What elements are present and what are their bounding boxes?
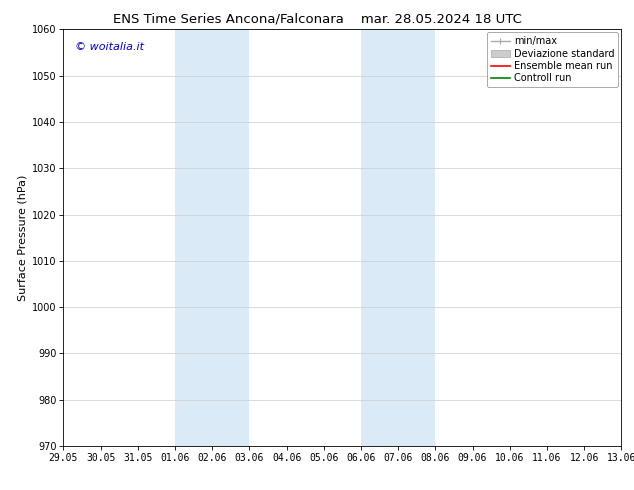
- Text: ENS Time Series Ancona/Falconara    mar. 28.05.2024 18 UTC: ENS Time Series Ancona/Falconara mar. 28…: [113, 12, 521, 25]
- Bar: [175, 29, 249, 446]
- Bar: [361, 29, 436, 446]
- Y-axis label: Surface Pressure (hPa): Surface Pressure (hPa): [18, 174, 28, 301]
- Legend: min/max, Deviazione standard, Ensemble mean run, Controll run: min/max, Deviazione standard, Ensemble m…: [487, 32, 618, 87]
- Text: © woitalia.it: © woitalia.it: [75, 42, 143, 52]
